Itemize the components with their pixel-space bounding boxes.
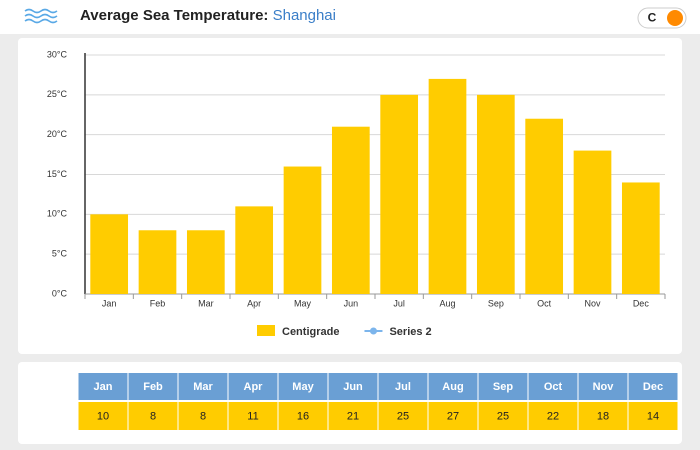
value-cell xyxy=(228,402,278,430)
month-label: May xyxy=(292,381,314,393)
legend-dot xyxy=(369,327,377,335)
value-cell xyxy=(628,402,678,430)
y-tick-label: 10°C xyxy=(47,209,68,219)
month-label: Feb xyxy=(143,381,163,393)
x-tick-label: Dec xyxy=(633,298,650,308)
month-label: Sep xyxy=(493,381,513,393)
legend-label: Centigrade xyxy=(282,326,339,338)
bar xyxy=(283,166,322,294)
y-tick-label: 25°C xyxy=(47,89,68,99)
bar xyxy=(573,150,612,294)
value-cell xyxy=(128,402,178,430)
x-tick-label: May xyxy=(294,298,312,308)
value-label: 27 xyxy=(447,410,459,422)
y-tick-label: 30°C xyxy=(47,49,68,59)
x-tick-label: Mar xyxy=(198,298,214,308)
month-label: Dec xyxy=(643,381,663,393)
month-cell xyxy=(328,373,378,400)
month-cell xyxy=(378,373,428,400)
bar xyxy=(138,230,177,294)
value-cell xyxy=(428,402,478,430)
value-cell xyxy=(578,402,628,430)
chart: 0°C 5°C 10°C 15°C 20°C 25°C 30°C Jan Feb Mar Apr Ma… xyxy=(47,49,666,338)
month-label: Mar xyxy=(193,381,213,393)
month-label: Jan xyxy=(94,381,113,393)
x-tick-label: Jun xyxy=(344,298,359,308)
bar xyxy=(428,78,467,295)
value-cell xyxy=(278,402,328,430)
unit-toggle[interactable]: C xyxy=(637,7,687,29)
month-cell xyxy=(478,373,528,400)
month-cell xyxy=(278,373,328,400)
bar xyxy=(380,94,419,294)
month-label: Jun xyxy=(343,381,363,393)
month-cell xyxy=(428,373,478,400)
header-bar xyxy=(0,0,700,34)
value-cell xyxy=(178,402,228,430)
value-label: 22 xyxy=(547,410,559,422)
month-cell xyxy=(78,373,128,400)
value-label: 21 xyxy=(347,410,359,422)
month-cell xyxy=(578,373,628,400)
x-tick-label: Jul xyxy=(393,298,405,308)
value-label: 14 xyxy=(647,410,659,422)
location: Shanghai xyxy=(273,7,336,24)
month-label: Aug xyxy=(442,381,463,393)
value-label: 8 xyxy=(200,410,206,422)
title-text: Average Sea Temperature: xyxy=(80,7,268,24)
month-cell xyxy=(178,373,228,400)
wave-icon xyxy=(24,8,58,24)
month-label: Oct xyxy=(544,381,563,393)
x-tick-label: Nov xyxy=(584,298,601,308)
value-label: 11 xyxy=(247,410,258,422)
month-cell xyxy=(528,373,578,400)
bar xyxy=(331,126,370,294)
value-label: 8 xyxy=(150,410,156,422)
value-cell xyxy=(478,402,528,430)
value-cell xyxy=(528,402,578,430)
x-tick-label: Oct xyxy=(537,298,552,308)
month-cell xyxy=(628,373,678,400)
bar xyxy=(476,94,515,294)
value-label: 10 xyxy=(97,410,109,422)
x-tick-label: Apr xyxy=(247,298,261,308)
toggle-knob[interactable] xyxy=(667,10,683,26)
month-label: Apr xyxy=(244,381,264,393)
bar xyxy=(186,230,225,294)
value-label: 18 xyxy=(597,410,609,422)
y-tick-label: 5°C xyxy=(52,249,68,259)
toggle-label[interactable]: C xyxy=(648,11,657,25)
bar xyxy=(235,206,274,294)
month-cell xyxy=(228,373,278,400)
value-cell xyxy=(78,402,128,430)
month-cell xyxy=(128,373,178,400)
legend-label: Series 2 xyxy=(389,326,431,338)
bar xyxy=(621,182,660,294)
month-label: Nov xyxy=(593,381,615,393)
month-label: Jul xyxy=(395,381,411,393)
x-tick-label: Feb xyxy=(150,298,166,308)
bar xyxy=(525,118,564,294)
value-label: 25 xyxy=(397,410,409,422)
legend-swatch xyxy=(257,325,275,336)
value-label: 25 xyxy=(497,410,509,422)
x-tick-label: Aug xyxy=(439,298,455,308)
month-table: Jan 10 Feb 8 Mar 8 Apr 11 May 16 Jun 21 Jul 25 Aug 27 Se… xyxy=(78,373,678,430)
value-cell xyxy=(378,402,428,430)
page-title: Average Sea Temperature: Shanghai xyxy=(80,7,336,24)
x-tick-label: Jan xyxy=(102,298,117,308)
x-tick-label: Sep xyxy=(488,298,504,308)
value-label: 16 xyxy=(297,410,309,422)
y-tick-label: 15°C xyxy=(47,169,68,179)
bar xyxy=(90,214,129,294)
value-cell xyxy=(328,402,378,430)
y-tick-label: 0°C xyxy=(52,288,68,298)
y-tick-label: 20°C xyxy=(47,129,68,139)
